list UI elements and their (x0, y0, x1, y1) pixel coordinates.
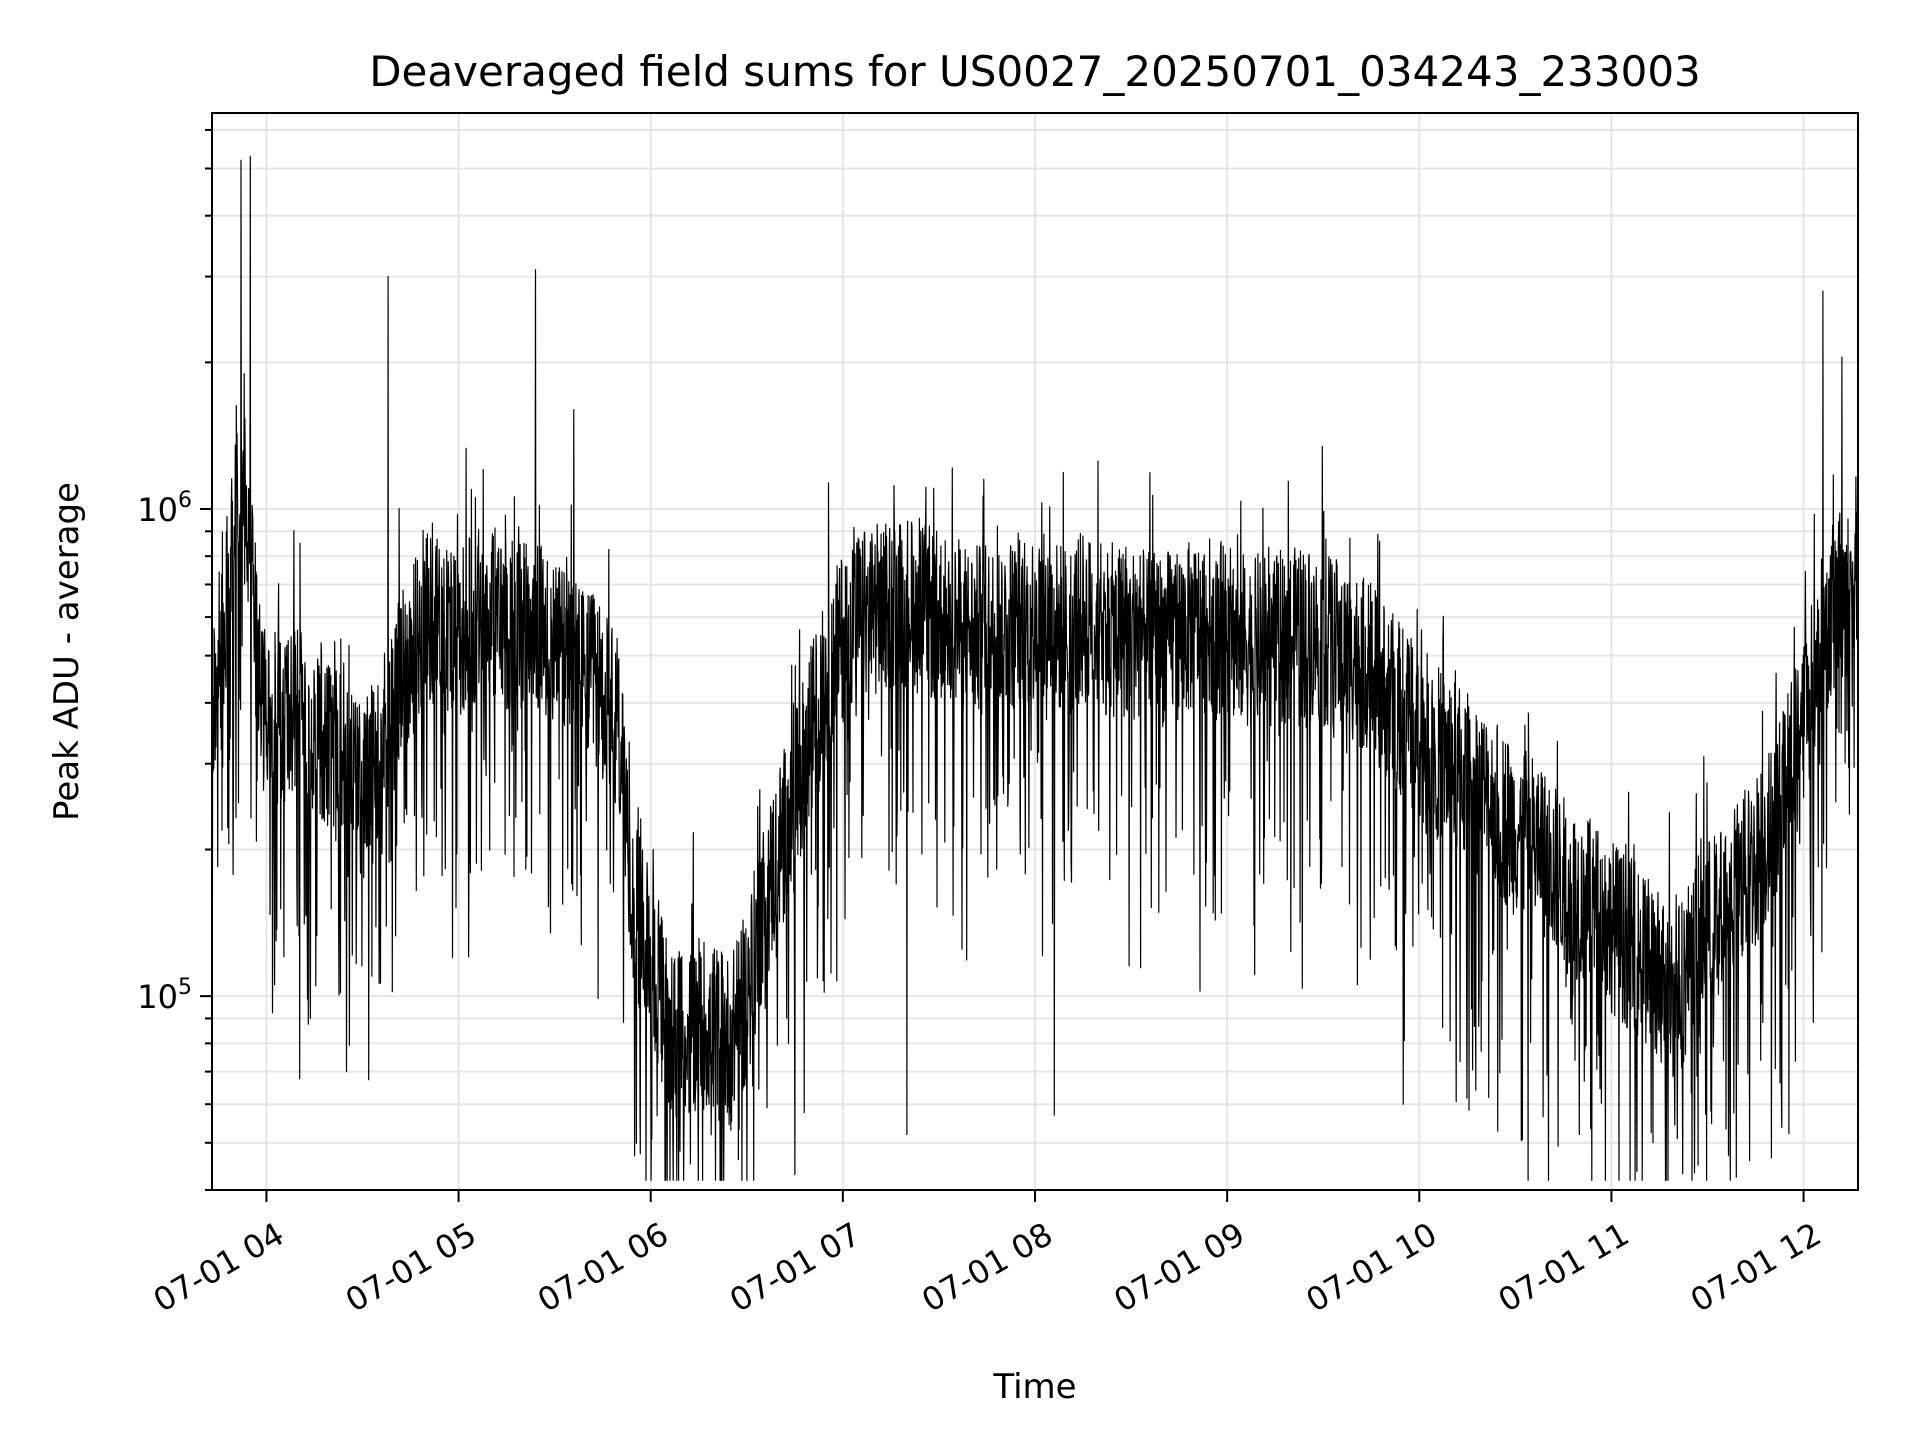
y-tick-label: 106 (137, 488, 192, 529)
y-axis-label: Peak ADU - average (47, 482, 87, 821)
series-layer (211, 155, 1859, 1181)
y-tick-label: 105 (137, 975, 192, 1016)
chart-title: Deaveraged field sums for US0027_2025070… (369, 47, 1701, 96)
series-line (211, 155, 1859, 1181)
x-axis-label: Time (992, 1367, 1076, 1407)
